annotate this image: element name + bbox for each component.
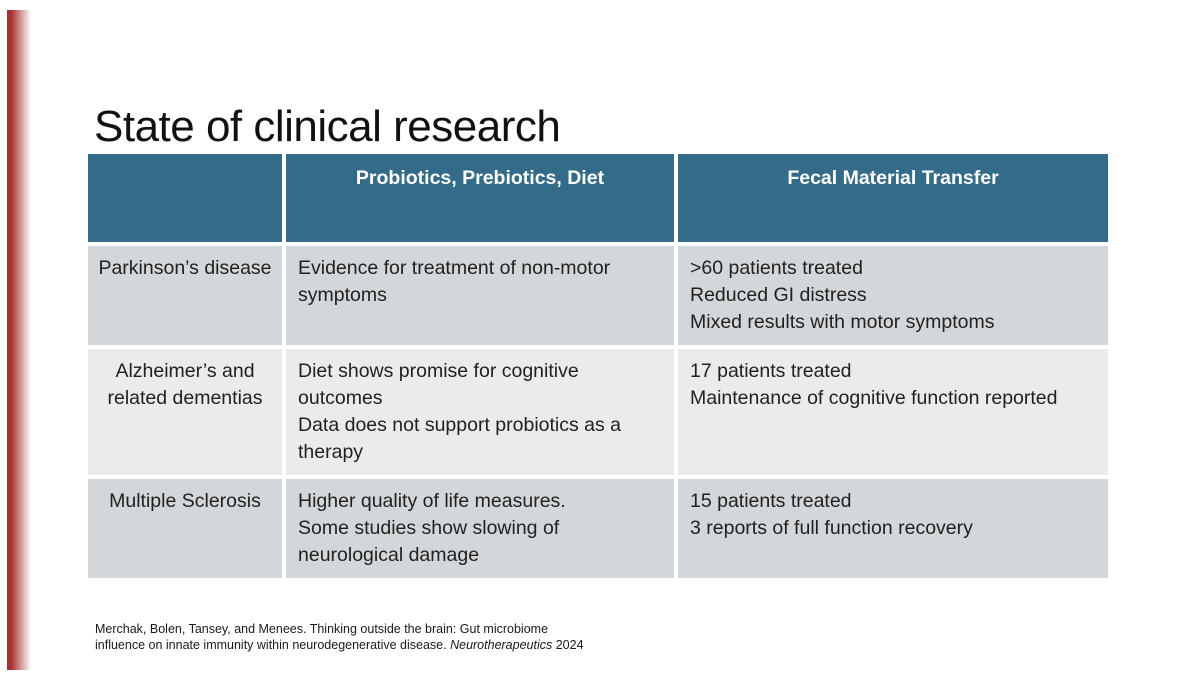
table-body: Parkinson’s disease Evidence for treatmen… (88, 246, 1108, 578)
cell-line: Diet shows promise for cognitive outcome… (298, 360, 579, 409)
slide-title: State of clinical research (94, 102, 561, 152)
probiotics-cell: Higher quality of life measures. Some stu… (286, 479, 674, 578)
header-cell-blank (88, 154, 282, 242)
cell-line: Parkinson’s disease (98, 257, 272, 279)
clinical-research-table: Probiotics, Prebiotics, Diet Fecal Mater… (88, 154, 1108, 582)
cell-line: Alzheimer’s and related dementias (107, 360, 263, 409)
fecal-cell: 15 patients treated 3 reports of full fun… (678, 479, 1108, 578)
table-header: Probiotics, Prebiotics, Diet Fecal Mater… (88, 154, 1108, 242)
cell-line: Data does not support probiotics as a th… (298, 414, 622, 463)
probiotics-cell: Evidence for treatment of non-motor symp… (286, 246, 674, 345)
cell-line: 17 patients treated (690, 360, 852, 382)
cell-line: Reduced GI distress (690, 284, 867, 306)
left-accent-bar (7, 10, 31, 670)
fecal-cell: 17 patients treated Maintenance of cognit… (678, 349, 1108, 475)
citation-year: 2024 (555, 637, 584, 652)
cell-line: 3 reports of full function recovery (690, 517, 973, 539)
cell-line: Maintenance of cognitive function report… (690, 387, 1058, 409)
condition-cell: Alzheimer’s and related dementias (88, 349, 282, 475)
table-header-row: Probiotics, Prebiotics, Diet Fecal Mater… (88, 154, 1108, 242)
cell-line: Evidence for treatment of non-motor symp… (298, 257, 611, 306)
citation: Merchak, Bolen, Tansey, and Menees. Thin… (95, 621, 587, 653)
cell-line: >60 patients treated (690, 257, 863, 279)
table-row: Multiple Sclerosis Higher quality of life… (88, 479, 1108, 578)
fecal-cell: >60 patients treated Reduced GI distress M… (678, 246, 1108, 345)
citation-journal: Neurotherapeutics (450, 637, 553, 652)
cell-line: Mixed results with motor symptoms (690, 311, 995, 333)
cell-line: Multiple Sclerosis (109, 490, 261, 512)
condition-cell: Multiple Sclerosis (88, 479, 282, 578)
header-cell-probiotics: Probiotics, Prebiotics, Diet (286, 154, 674, 242)
cell-line: Some studies show slowing of neurologica… (298, 517, 560, 566)
cell-line: 15 patients treated (690, 490, 852, 512)
cell-line: Higher quality of life measures. (298, 490, 566, 512)
table-row: Alzheimer’s and related dementias Diet sh… (88, 349, 1108, 475)
probiotics-cell: Diet shows promise for cognitive outcome… (286, 349, 674, 475)
table-row: Parkinson’s disease Evidence for treatmen… (88, 246, 1108, 345)
header-cell-fecal: Fecal Material Transfer (678, 154, 1108, 242)
condition-cell: Parkinson’s disease (88, 246, 282, 345)
citation-text: Merchak, Bolen, Tansey, and Menees. Thin… (95, 621, 549, 652)
